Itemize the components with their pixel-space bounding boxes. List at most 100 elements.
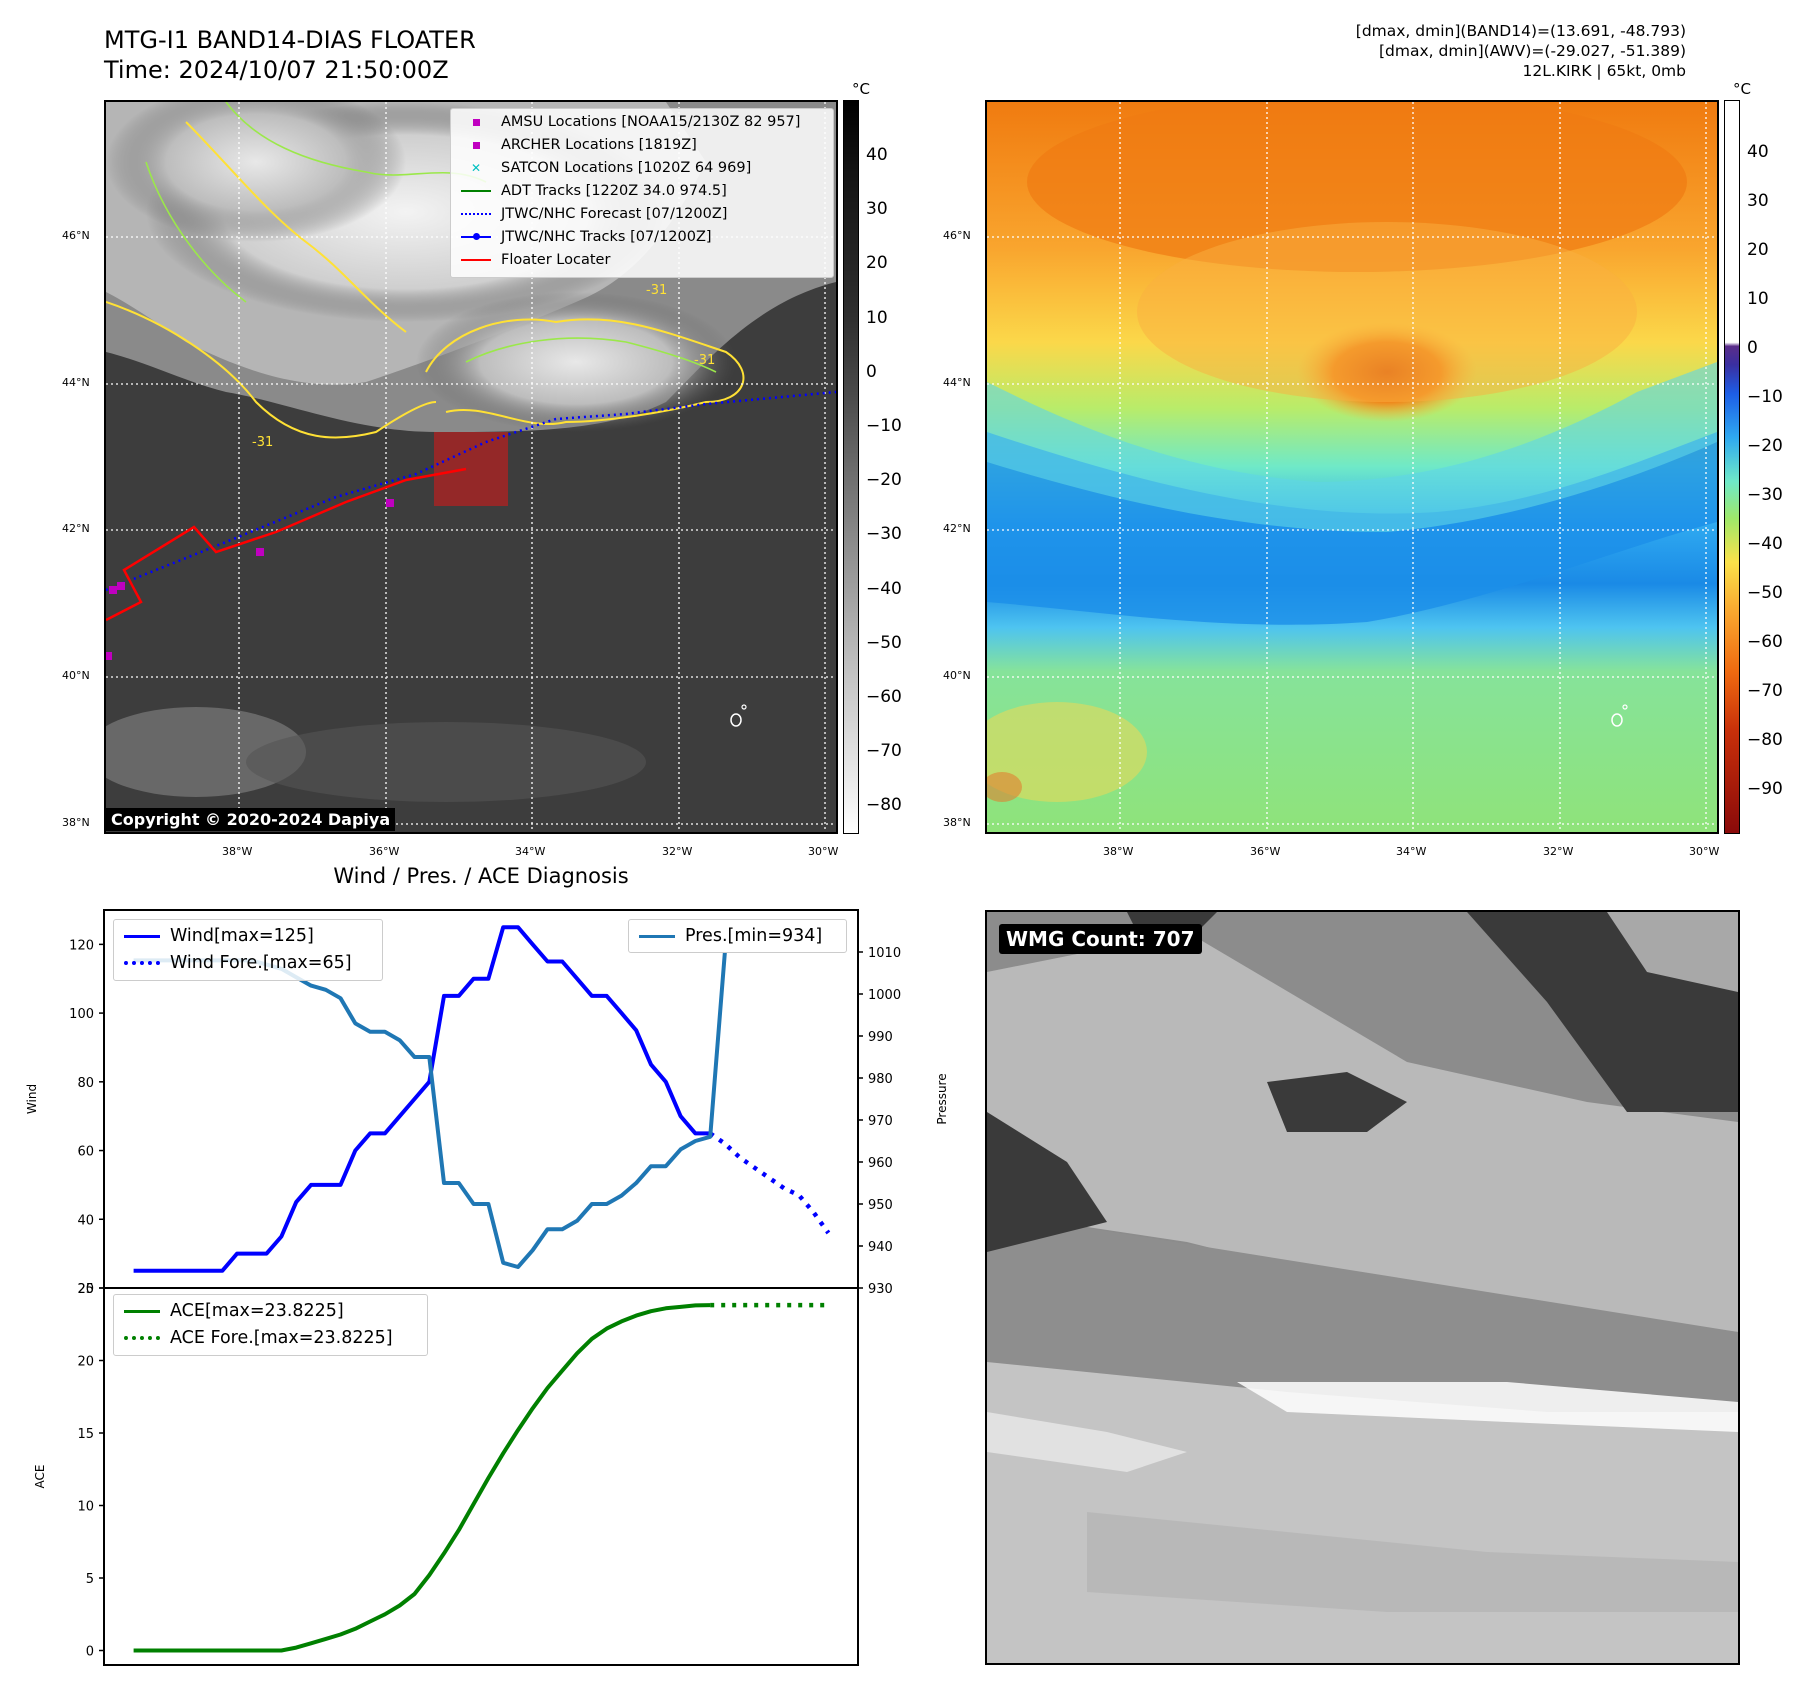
wind-axis-tick-label: 40 (77, 1213, 94, 1228)
legend-ace-label: ACE[max=23.8225] (170, 1301, 344, 1321)
pressure-axis-tick-label: 970 (868, 1114, 893, 1129)
right-colorbar-tick-label: −90 (1747, 779, 1783, 799)
left-colorbar-tick-label: 40 (866, 145, 888, 165)
contour-label-3: -31 (694, 353, 715, 368)
ace-legend: ACE[max=23.8225] ACE Fore.[max=23.8225] (113, 1294, 428, 1356)
lon-label-32-right: 32°W (1543, 845, 1574, 858)
left-colorbar (843, 100, 859, 834)
pressure-axis-tick-label: 990 (868, 1030, 893, 1045)
left-colorbar-tick-label: −50 (866, 632, 902, 653)
lon-label-30: 30°W (808, 845, 839, 858)
amsu-marker (109, 586, 117, 594)
lon-label-30-right: 30°W (1689, 845, 1720, 858)
wmg-panel: WMG Count: 707 (985, 910, 1740, 1665)
wmg-count-badge: WMG Count: 707 (999, 924, 1202, 954)
legend-forecast: JTWC/NHC Forecast [07/1200Z] (461, 206, 727, 222)
ace-axis-tick-label: 5 (86, 1572, 94, 1587)
right-colorbar-tick-label: 0 (1747, 338, 1758, 358)
lat-label-42: 42°N (62, 522, 90, 535)
right-colorbar-tick-label: 10 (1747, 289, 1769, 309)
wind-axis-tick-label: 120 (69, 938, 94, 953)
lon-label-36: 36°W (369, 845, 400, 858)
awv-map-image (987, 102, 1717, 832)
wind-axis-tick-label: 100 (69, 1007, 94, 1022)
legend-adt: ADT Tracks [1220Z 34.0 974.5] (461, 183, 727, 199)
lon-label-36-right: 36°W (1250, 845, 1281, 858)
right-colorbar (1724, 100, 1740, 834)
square-marker-icon (472, 119, 480, 126)
lat-label-46: 46°N (62, 229, 90, 242)
pres-line-icon (639, 934, 675, 938)
floater-box (434, 432, 508, 506)
lon-label-38: 38°W (222, 845, 253, 858)
contour-label-1: -31 (252, 435, 273, 450)
right-colorbar-tick-label: 40 (1747, 142, 1769, 162)
diag-title: Wind / Pres. / ACE Diagnosis (333, 864, 629, 888)
legend-archer: ARCHER Locations [1819Z] (461, 137, 697, 153)
chart-title-line2: Time: 2024/10/07 21:50:00Z (104, 56, 449, 84)
right-colorbar-tick-label: −70 (1747, 681, 1783, 701)
pressure-axis-tick-label: 940 (868, 1240, 893, 1255)
x-marker-icon: ✕ (470, 161, 482, 175)
pres-legend: Pres.[min=934] (628, 919, 847, 953)
left-colorbar-unit: °C (852, 80, 870, 98)
pressure-axis-tick-label: 960 (868, 1156, 893, 1171)
info-line1: [dmax, dmin](BAND14)=(13.691, -48.793) (1355, 22, 1686, 40)
left-colorbar-tick-label: −60 (866, 687, 902, 707)
band14-map-panel: -31 -31 -31 (104, 100, 838, 834)
archer-marker (117, 582, 125, 590)
left-colorbar-tick-label: 10 (866, 307, 888, 328)
info-line3: 12L.KIRK | 65kt, 0mb (1522, 62, 1686, 80)
info-line2: [dmax, dmin](AWV)=(-29.027, -51.389) (1379, 42, 1686, 60)
lat-label-38: 38°N (62, 816, 90, 829)
right-colorbar-tick-label: −20 (1747, 436, 1783, 456)
lat-label-42-right: 42°N (943, 522, 971, 535)
legend-satcon: ✕ SATCON Locations [1020Z 64 969] (461, 160, 751, 176)
lat-label-38-right: 38°N (943, 816, 971, 829)
ace-line-icon (124, 1309, 160, 1313)
lat-label-44-right: 44°N (943, 376, 971, 389)
left-colorbar-tick-label: −80 (866, 795, 902, 816)
square-marker-icon (472, 142, 480, 149)
right-colorbar-tick-label: −10 (1747, 387, 1783, 407)
wind-axis-tick-label: 20 (77, 1282, 94, 1297)
ace-fore-line-icon (124, 1336, 160, 1340)
wind-axis-tick-label: 60 (77, 1145, 94, 1160)
line-dot-icon (461, 233, 491, 240)
wind-axis-label: Wind (25, 1084, 39, 1114)
legend-ace-fore-label: ACE Fore.[max=23.8225] (170, 1328, 393, 1348)
wind-series-line (133, 925, 711, 1273)
left-colorbar-tick-label: 30 (866, 199, 888, 220)
wind-fore-line-icon (124, 961, 160, 965)
archer-marker-3 (386, 499, 394, 507)
lat-label-40: 40°N (62, 669, 90, 682)
legend-tracks: JTWC/NHC Tracks [07/1200Z] (461, 229, 712, 245)
lon-label-34: 34°W (515, 845, 546, 858)
legend-wind-fore-label: Wind Fore.[max=65] (170, 953, 352, 973)
wmg-image (987, 912, 1738, 1663)
lat-label-46-right: 46°N (943, 229, 971, 242)
lon-label-34-right: 34°W (1396, 845, 1427, 858)
left-colorbar-tick-label: 0 (866, 361, 877, 382)
archer-marker-2 (256, 548, 264, 556)
left-colorbar-tick-label: −10 (866, 416, 902, 436)
right-colorbar-unit: °C (1733, 80, 1751, 98)
awv-map-panel (985, 100, 1719, 834)
contour-label-2: -31 (646, 283, 667, 298)
diag-chart: 1201008060402010101000990980970960950940… (25, 909, 949, 1666)
ace-axis-label: ACE (33, 1465, 47, 1489)
amsu-marker-2 (106, 652, 112, 660)
pressure-axis-label: Pressure (935, 1073, 949, 1124)
legend-amsu: AMSU Locations [NOAA15/2130Z 82 957] (461, 114, 800, 130)
line-marker-icon (461, 190, 491, 192)
legend-pres-label: Pres.[min=934] (685, 926, 823, 946)
legend-floater: Floater Locater (461, 252, 610, 268)
right-colorbar-tick-label: −80 (1747, 730, 1783, 750)
left-colorbar-tick-label: −70 (866, 741, 902, 762)
ace-axis-tick-label: 20 (77, 1355, 94, 1370)
lat-label-44: 44°N (62, 376, 90, 389)
line-marker-icon (461, 259, 491, 261)
left-colorbar-tick-label: −20 (866, 470, 902, 491)
ace-axis-tick-label: 15 (77, 1427, 94, 1442)
ace-axis-tick-label: 0 (86, 1645, 94, 1660)
